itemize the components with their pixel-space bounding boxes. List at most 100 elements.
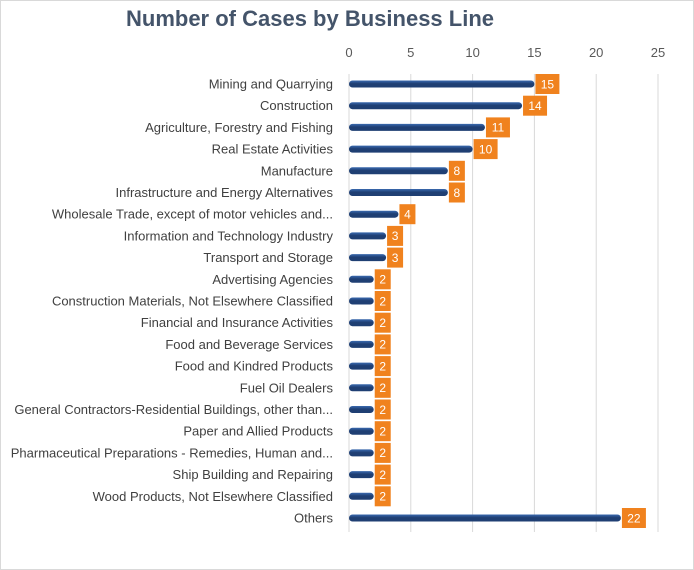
data-label-text: 2 [379,468,386,482]
data-label: 2 [374,486,391,507]
bar [349,362,374,370]
category-label: Construction [260,98,333,113]
data-label-box [485,117,510,138]
data-label: 8 [448,182,465,203]
data-label-box [448,160,465,181]
x-tick-label: 20 [589,45,603,60]
data-label: 3 [387,247,404,268]
data-label-box [448,182,465,203]
data-label: 2 [374,421,391,442]
bar [349,210,399,218]
data-label-text: 15 [541,77,555,91]
data-label-text: 2 [379,446,386,460]
data-label: 2 [374,399,391,420]
data-label: 4 [399,204,416,225]
data-label-text: 2 [379,316,386,330]
data-label: 2 [374,269,391,290]
data-label-text: 22 [627,511,641,525]
category-label: Wood Products, Not Elsewhere Classified [93,489,333,504]
data-label: 2 [374,442,391,463]
category-label: Fuel Oil Dealers [240,380,334,395]
bar [349,232,387,240]
category-label: Mining and Quarrying [209,77,333,92]
bar [349,384,374,392]
x-tick-label: 25 [651,45,665,60]
data-label: 15 [535,74,560,94]
data-label-box [374,269,391,290]
data-label: 2 [374,464,391,485]
data-label-text: 8 [454,164,461,178]
data-label-text: 14 [528,99,542,113]
x-axis-ticks: 0 5 10 15 20 25 [345,45,665,60]
data-label-box [399,204,416,225]
bar [349,492,374,500]
data-label-box [523,95,548,116]
bar [349,340,374,348]
bar [349,167,448,175]
bar [349,471,374,479]
bar [349,189,448,196]
bar [349,449,374,457]
chart-title: Number of Cases by Business Line [126,6,494,31]
data-label-box [374,291,391,311]
data-label-text: 2 [379,338,386,352]
category-label: Food and Kindred Products [175,359,334,374]
data-label-box [374,486,391,507]
bar [349,275,374,283]
x-tick-label: 10 [465,45,479,60]
data-label-text: 8 [454,186,461,200]
data-label-box [621,508,646,528]
data-label-box [374,356,391,377]
bar [349,514,621,522]
data-label: 14 [523,95,548,116]
data-label-box [473,139,498,160]
data-label-text: 10 [479,142,493,156]
x-tick-label: 15 [527,45,541,60]
category-label: Ship Building and Repairing [173,467,333,482]
category-label: Pharmaceutical Preparations - Remedies, … [11,445,333,460]
bar [349,319,374,327]
category-label: Information and Technology Industry [124,228,334,243]
data-label: 8 [448,160,465,181]
data-label-text: 2 [379,490,386,504]
category-label: Others [294,511,334,526]
data-label: 2 [374,312,391,333]
category-label: Paper and Allied Products [183,424,333,439]
bar [349,102,523,110]
bar [349,427,374,435]
bar [349,406,374,413]
data-label-box [374,399,391,420]
bar [349,145,473,153]
x-tick-label: 5 [407,45,414,60]
data-label-box [374,312,391,333]
data-label-box [374,377,391,398]
category-label: Infrastructure and Energy Alternatives [115,185,333,200]
category-label: General Contractors-Residential Building… [14,402,333,417]
category-label: Real Estate Activities [212,142,334,157]
data-label: 10 [473,139,498,160]
category-label: Wholesale Trade, except of motor vehicle… [52,207,333,222]
data-label: 2 [374,377,391,398]
data-label-box [387,247,404,268]
bar [349,80,535,88]
data-label-text: 2 [379,381,386,395]
bar [349,123,485,131]
data-label: 2 [374,356,391,377]
category-label: Financial and Insurance Activities [141,315,334,330]
data-label: 22 [621,508,646,528]
data-label-text: 2 [379,294,386,308]
data-label: 3 [387,225,404,246]
bar [349,254,387,262]
data-label-text: 3 [392,229,399,243]
category-label: Food and Beverage Services [165,337,333,352]
bars [349,80,621,522]
category-label: Construction Materials, Not Elsewhere Cl… [52,294,333,309]
data-label-text: 2 [379,273,386,287]
bar [349,297,374,305]
data-label-text: 11 [492,121,505,135]
category-label: Transport and Storage [203,250,333,265]
data-label-box [374,334,391,355]
